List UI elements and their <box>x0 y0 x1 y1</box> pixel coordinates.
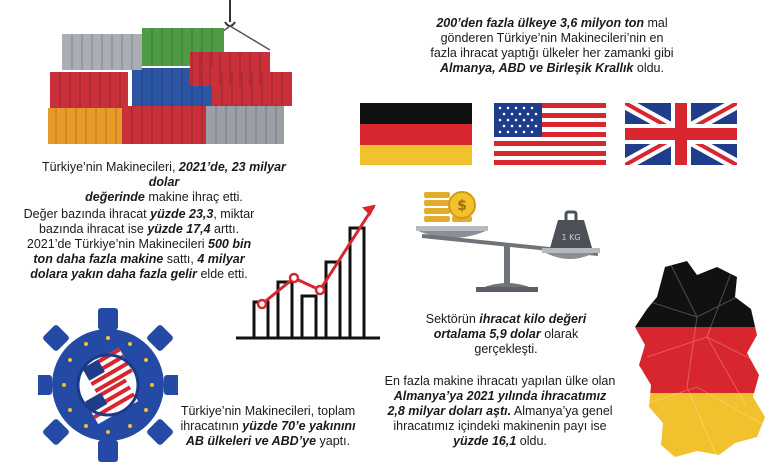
emphasis-text: Almanya’ya 2021 yılında ihracatımız <box>393 389 607 403</box>
text-block-countries: 200’den fazla ülkeye 3,6 milyon ton mal g… <box>384 16 720 76</box>
body-text: mal <box>644 16 668 30</box>
text-line: fazla ihracat yaptığı ülkeler her zamank… <box>384 46 720 61</box>
growth-chart-icon <box>236 204 380 340</box>
body-text: 2021’de Türkiye’nin Makinecileri <box>26 237 209 251</box>
emphasis-text: 2021’de, 23 milyar dolar <box>148 160 286 189</box>
uk-flag-icon <box>625 103 737 165</box>
body-text: gerçekleşti. <box>474 342 538 356</box>
body-text: yaptı. <box>316 434 351 448</box>
text-block-exports-2021: Türkiye’nin Makinecileri, 2021’de, 23 mi… <box>30 160 298 205</box>
text-line: gönderen Türkiye’nin Makinecileri’nin en <box>384 31 720 46</box>
body-text: Değer bazında ihracat <box>23 207 151 221</box>
weight-label: 1 KG <box>561 233 580 242</box>
germany-flag-icon <box>360 103 472 165</box>
emphasis-text: ton daha fazla makine <box>33 252 164 266</box>
text-line: 2,8 milyar doları aştı. Almanya’ya genel <box>372 404 628 419</box>
svg-text:$: $ <box>457 198 467 214</box>
emphasis-text: ihracat kilo değeri <box>479 312 587 326</box>
text-line: AB ülkeleri ve ABD’ye yaptı. <box>168 434 368 449</box>
usa-flag-icon <box>494 103 606 165</box>
text-line: Türkiye’nin Makinecileri, 2021’de, 23 mi… <box>30 160 298 190</box>
emphasis-text: 2,8 milyar doları aştı. <box>387 404 512 418</box>
text-line: gerçekleşti. <box>406 342 606 357</box>
body-text: bazında ihracat ise <box>38 222 148 236</box>
text-line: Sektörün ihracat kilo değeri <box>406 312 606 327</box>
emphasis-text: Almanya, ABD ve Birleşik Krallık <box>440 61 634 75</box>
body-text: En fazla makine ihracatı yapılan ülke ol… <box>384 374 616 388</box>
emphasis-text: yüzde 17,4 <box>147 222 211 236</box>
body-text: elde etti. <box>197 267 248 281</box>
text-line: Türkiye’nin Makinecileri, toplam <box>168 404 368 419</box>
body-text: , miktar <box>213 207 255 221</box>
text-block-growth: Değer bazında ihracat yüzde 23,3, miktar… <box>8 207 270 282</box>
text-block-kilo-value: Sektörün ihracat kilo değeri ortalama 5,9… <box>406 312 606 357</box>
text-line: dolara yakın daha fazla gelir elde etti. <box>8 267 270 282</box>
emphasis-text: değerinde <box>85 190 145 204</box>
emphasis-text: ortalama 5,9 dolar <box>433 327 541 341</box>
emphasis-text: 200’den fazla ülkeye 3,6 milyon ton <box>436 16 645 30</box>
body-text: Almanya’ya genel <box>511 404 613 418</box>
body-text: Türkiye’nin Makinecileri, toplam <box>180 404 356 418</box>
body-text: oldu. <box>633 61 664 75</box>
emphasis-text: yüzde 23,3 <box>150 207 214 221</box>
text-line: 200’den fazla ülkeye 3,6 milyon ton mal <box>384 16 720 31</box>
body-text: sattı, <box>163 252 198 266</box>
text-line: ton daha fazla makine sattı, 4 milyar <box>8 252 270 267</box>
body-text: makine ihraç etti. <box>144 190 243 204</box>
emphasis-text: AB ülkeleri ve ABD’ye <box>185 434 317 448</box>
emphasis-text: dolara yakın daha fazla gelir <box>30 267 197 281</box>
body-text: olarak <box>540 327 579 341</box>
germany-map-icon <box>635 261 765 457</box>
emphasis-text: 4 milyar <box>197 252 245 266</box>
gear-flags-icon <box>38 308 178 462</box>
body-text: Türkiye’nin Makinecileri, <box>42 160 179 174</box>
emphasis-text: 500 bin <box>208 237 252 251</box>
text-line: bazında ihracat ise yüzde 17,4 arttı. <box>8 222 270 237</box>
body-text: fazla ihracat yaptığı ülkeler her zamank… <box>430 46 674 60</box>
emphasis-text: yüzde 70’e yakınını <box>242 419 356 433</box>
text-line: Değer bazında ihracat yüzde 23,3, miktar <box>8 207 270 222</box>
body-text: ihracatının <box>180 419 243 433</box>
body-text: ihracatımız içindeki makinenin payı ise <box>393 419 607 433</box>
containers-illustration <box>48 0 292 144</box>
text-line: yüzde 16,1 oldu. <box>372 434 628 449</box>
text-block-eu-usa: Türkiye’nin Makinecileri, toplam ihracatı… <box>168 404 368 449</box>
emphasis-text: yüzde 16,1 <box>453 434 517 448</box>
body-text: gönderen Türkiye’nin Makinecileri’nin en <box>440 31 664 45</box>
text-line: değerinde makine ihraç etti. <box>30 190 298 205</box>
text-line: ihracatımız içindeki makinenin payı ise <box>372 419 628 434</box>
body-text: Sektörün <box>425 312 480 326</box>
text-line: Almanya, ABD ve Birleşik Krallık oldu. <box>384 61 720 76</box>
balance-scale-icon: $ 1 KG <box>416 191 600 292</box>
text-line: Almanya’ya 2021 yılında ihracatımız <box>372 389 628 404</box>
text-line: En fazla makine ihracatı yapılan ülke ol… <box>372 374 628 389</box>
text-line: 2021’de Türkiye’nin Makinecileri 500 bin <box>8 237 270 252</box>
body-text: arttı. <box>210 222 240 236</box>
body-text: oldu. <box>516 434 547 448</box>
text-line: ortalama 5,9 dolar olarak <box>406 327 606 342</box>
text-block-germany: En fazla makine ihracatı yapılan ülke ol… <box>372 374 628 449</box>
text-line: ihracatının yüzde 70’e yakınını <box>168 419 368 434</box>
